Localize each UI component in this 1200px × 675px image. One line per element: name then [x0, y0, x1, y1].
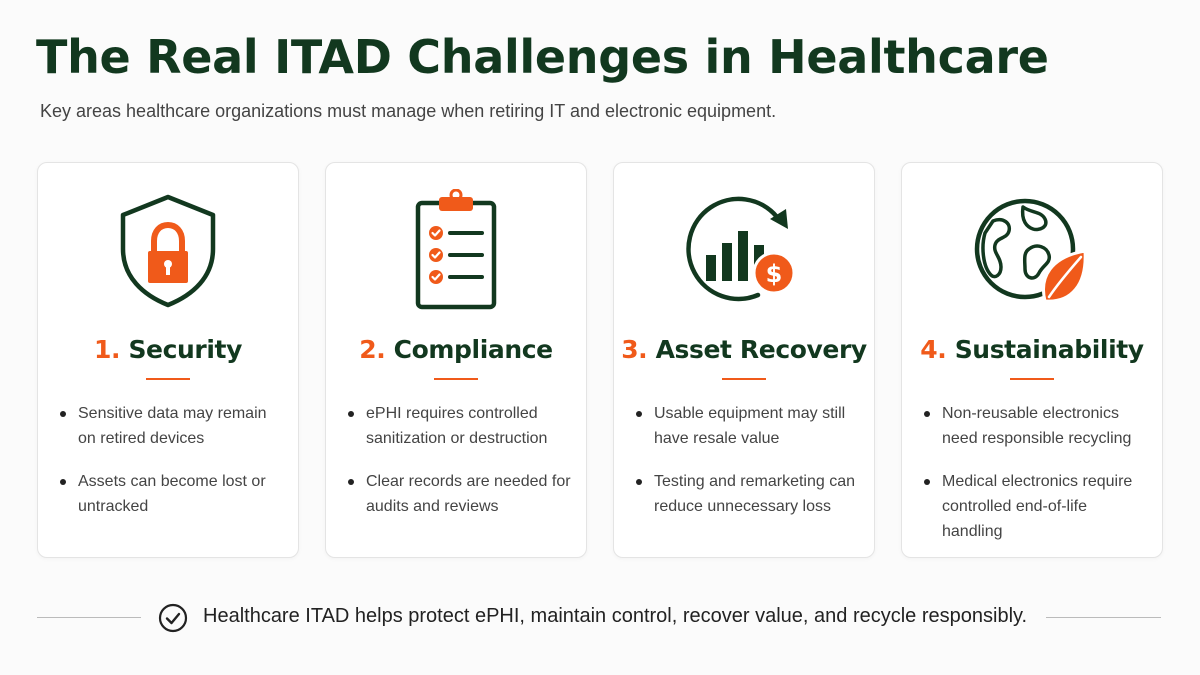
card-divider: [434, 378, 478, 380]
card-bullets: Usable equipment may still have resale v…: [636, 401, 860, 537]
bullet-item: Non-reusable electronics need responsibl…: [924, 401, 1148, 451]
card-asset-recovery: $ 3. Asset Recovery Usable equipment may…: [613, 162, 875, 558]
card-title: 1. Security: [38, 335, 298, 364]
card-number: 2.: [359, 335, 386, 364]
card-divider: [1010, 378, 1054, 380]
bullet-item: Medical electronics require controlled e…: [924, 469, 1148, 544]
card-number: 1.: [94, 335, 121, 364]
card-security: 1. Security Sensitive data may remain on…: [37, 162, 299, 558]
card-compliance: 2. Compliance ePHI requires controlled s…: [325, 162, 587, 558]
clipboard-checklist-icon: [326, 189, 586, 313]
card-title: 4. Sustainability: [902, 335, 1162, 364]
card-divider: [722, 378, 766, 380]
footer-summary: Healthcare ITAD helps protect ePHI, main…: [203, 605, 1028, 627]
card-title: 3. Asset Recovery: [614, 335, 874, 364]
card-title-text: Sustainability: [954, 335, 1144, 364]
card-number: 4.: [920, 335, 947, 364]
card-sustainability: 4. Sustainability Non-reusable electroni…: [901, 162, 1163, 558]
page-subtitle: Key areas healthcare organizations must …: [40, 101, 777, 121]
bullet-item: Usable equipment may still have resale v…: [636, 401, 860, 451]
globe-leaf-icon: [902, 189, 1162, 313]
card-title-text: Security: [128, 335, 242, 364]
bar-chart-dollar-icon: $: [614, 189, 874, 313]
card-bullets: Sensitive data may remain on retired dev…: [60, 401, 284, 537]
footer-divider-right: [1046, 617, 1161, 618]
card-bullets: Non-reusable electronics need responsibl…: [924, 401, 1148, 562]
challenge-cards: 1. Security Sensitive data may remain on…: [37, 162, 1163, 558]
card-bullets: ePHI requires controlled sanitization or…: [348, 401, 572, 537]
bullet-item: Testing and remarketing can reduce unnec…: [636, 469, 860, 519]
bullet-item: Assets can become lost or untracked: [60, 469, 284, 519]
footer-divider-left: [37, 617, 141, 618]
page-title: The Real ITAD Challenges in Healthcare: [36, 30, 1049, 84]
card-title-text: Compliance: [393, 335, 553, 364]
shield-lock-icon: [38, 189, 298, 313]
card-title: 2. Compliance: [326, 335, 586, 364]
svg-text:$: $: [766, 260, 783, 288]
bullet-item: Sensitive data may remain on retired dev…: [60, 401, 284, 451]
card-title-text: Asset Recovery: [655, 335, 868, 364]
bullet-item: Clear records are needed for audits and …: [348, 469, 572, 519]
card-divider: [146, 378, 190, 380]
check-circle-icon: [158, 603, 188, 633]
bullet-item: ePHI requires controlled sanitization or…: [348, 401, 572, 451]
card-number: 3.: [621, 335, 648, 364]
